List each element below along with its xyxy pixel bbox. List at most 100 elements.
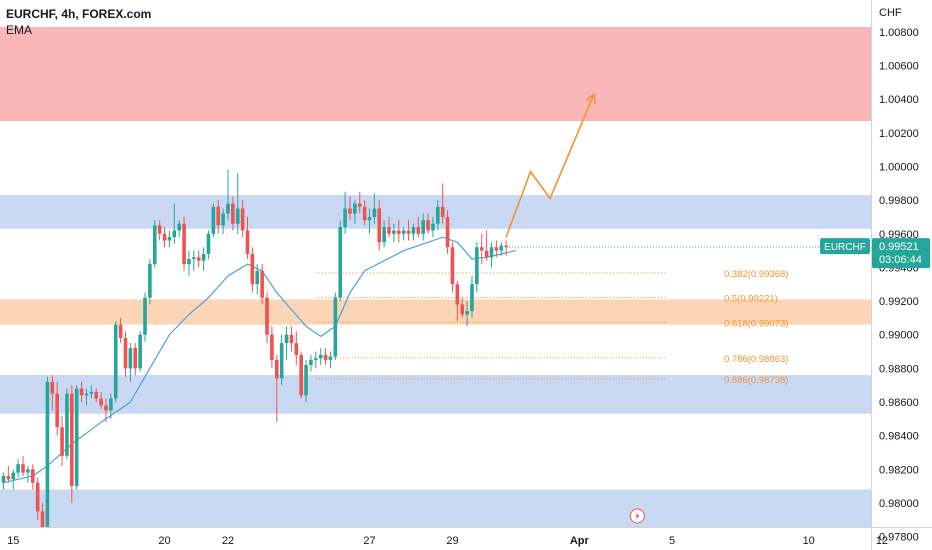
- candle-down: [396, 230, 401, 234]
- x-tick-label: 12: [876, 535, 888, 547]
- candle-down: [494, 247, 499, 251]
- x-tick-label: 22: [222, 535, 234, 547]
- price-axis[interactable]: [871, 0, 932, 550]
- candle-up: [177, 223, 181, 231]
- candle-up: [475, 247, 479, 285]
- candle-up: [143, 297, 147, 335]
- candle-down: [182, 223, 186, 265]
- x-tick-label: 20: [158, 535, 170, 547]
- candle-up: [138, 334, 142, 369]
- candle-down: [60, 427, 64, 456]
- fib-label: 0.886(0.98738): [724, 375, 788, 386]
- candle-down: [40, 511, 45, 537]
- candle-down: [504, 245, 508, 248]
- y-tick-label: 0.98000: [879, 498, 919, 510]
- candle-up: [343, 208, 347, 228]
- y-tick-label: 1.00200: [879, 128, 919, 140]
- candle-up: [84, 393, 89, 396]
- candle-up: [235, 208, 240, 224]
- symbol-title[interactable]: EURCHF, 4h, FOREX.com: [6, 7, 152, 21]
- candle-down: [289, 334, 294, 344]
- candle-down: [460, 304, 465, 315]
- candle-up: [113, 324, 118, 399]
- candle-down: [362, 206, 367, 221]
- candle-down: [157, 225, 162, 234]
- candle-up: [167, 237, 172, 241]
- candle-down: [123, 338, 128, 369]
- candle-down: [416, 227, 421, 234]
- candle-down: [250, 253, 255, 285]
- candle-up: [187, 259, 191, 265]
- candle-down: [118, 324, 123, 339]
- candle-up: [89, 391, 94, 394]
- candle-up: [1, 475, 6, 483]
- candle-up: [65, 393, 69, 456]
- fib-label: 0.5(0.99221): [724, 294, 778, 305]
- candle-down: [455, 284, 460, 305]
- candle-down: [265, 297, 269, 335]
- currency-label: CHF: [879, 7, 902, 19]
- x-tick-label: Apr: [570, 535, 590, 547]
- candle-up: [192, 257, 196, 260]
- fib-label: 0.786(0.98863): [724, 354, 788, 365]
- projection-arrow: [505, 93, 595, 238]
- candle-up: [211, 206, 216, 234]
- candle-up: [328, 356, 333, 360]
- candle-up: [367, 216, 372, 221]
- candle-up: [338, 227, 343, 298]
- fib-label: 0.382(0.99368): [724, 269, 788, 280]
- fib-label: 0.618(0.99073): [724, 318, 788, 329]
- candle-up: [45, 381, 50, 537]
- candle-down: [406, 230, 411, 234]
- ema-line: [3, 236, 517, 484]
- candle-up: [421, 220, 425, 234]
- candle-down: [240, 208, 245, 231]
- price-tag-value: 0.99521: [879, 241, 919, 253]
- candle-down: [450, 247, 455, 285]
- y-tick-label: 0.99200: [879, 296, 919, 308]
- y-tick-label: 1.00000: [879, 162, 919, 174]
- candle-up: [26, 469, 30, 473]
- x-tick-label: 15: [7, 535, 19, 547]
- candle-down: [323, 354, 328, 360]
- y-tick-label: 0.97800: [879, 532, 919, 544]
- candle-down: [35, 482, 40, 512]
- candle-up: [109, 398, 113, 411]
- candle-up: [206, 233, 211, 254]
- y-tick-label: 1.00600: [879, 61, 919, 73]
- x-tick-label: 10: [803, 535, 815, 547]
- x-tick-label: 5: [669, 535, 675, 547]
- candle-down: [479, 247, 484, 251]
- zone-support: [0, 375, 871, 414]
- candle-down: [440, 206, 445, 217]
- candle-up: [11, 472, 16, 480]
- candle-down: [99, 398, 103, 406]
- candle-down: [445, 216, 450, 248]
- candle-up: [304, 364, 308, 396]
- candle-down: [196, 257, 201, 261]
- candle-up: [152, 225, 157, 265]
- time-axis[interactable]: [0, 527, 871, 550]
- candle-down: [294, 343, 299, 355]
- candle-down: [79, 388, 84, 396]
- candle-down: [387, 227, 391, 234]
- y-tick-label: 0.99800: [879, 195, 919, 207]
- candle-down: [260, 270, 264, 298]
- candle-down: [231, 203, 235, 224]
- candle-up: [309, 359, 313, 365]
- candle-down: [55, 393, 59, 428]
- candle-up: [221, 213, 225, 226]
- candle-down: [104, 405, 108, 411]
- candle-up: [284, 334, 289, 344]
- candle-up: [436, 206, 440, 224]
- candle-down: [21, 464, 25, 473]
- candle-down: [70, 393, 74, 487]
- price-tag: [872, 238, 930, 269]
- y-tick-label: 0.99600: [879, 229, 919, 241]
- y-tick-label: 0.98400: [879, 431, 919, 443]
- indicator-label[interactable]: EMA: [6, 23, 33, 37]
- candle-down: [357, 203, 362, 207]
- candle-down: [377, 208, 382, 243]
